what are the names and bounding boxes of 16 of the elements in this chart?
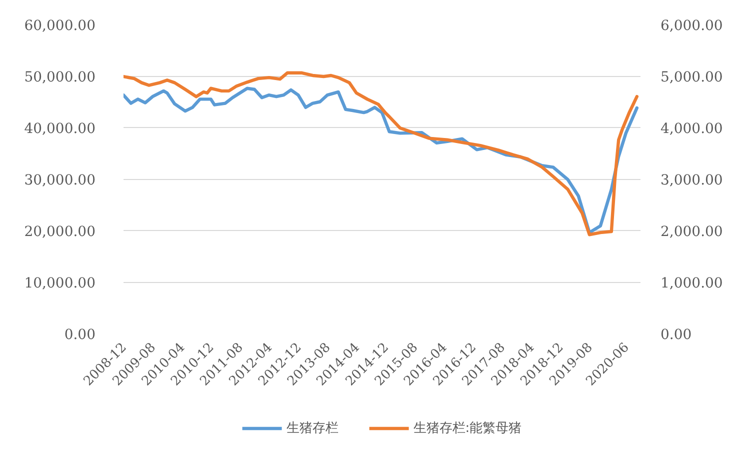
y2-tick-label: 1,000.00 xyxy=(660,276,723,292)
y2-tick-label: 4,000.00 xyxy=(660,121,723,137)
legend-label: 生猪存栏 xyxy=(286,420,338,436)
y2-tick-label: 5,000.00 xyxy=(660,70,723,86)
y-tick-label: 30,000.00 xyxy=(24,172,96,188)
y-tick-label: 40,000.00 xyxy=(24,121,96,137)
y2-tick-label: 0.00 xyxy=(660,327,692,343)
y2-tick-label: 2,000.00 xyxy=(660,224,723,240)
legend-label: 生猪存栏:能繁母猪 xyxy=(413,420,522,436)
y-tick-label: 20,000.00 xyxy=(24,224,96,240)
y-tick-label: 60,000.00 xyxy=(24,18,96,34)
y2-tick-label: 3,000.00 xyxy=(660,172,723,188)
y-tick-label: 0.00 xyxy=(64,327,96,343)
y-tick-label: 10,000.00 xyxy=(24,276,96,292)
y-tick-label: 50,000.00 xyxy=(24,70,96,86)
y2-tick-label: 6,000.00 xyxy=(660,18,723,34)
